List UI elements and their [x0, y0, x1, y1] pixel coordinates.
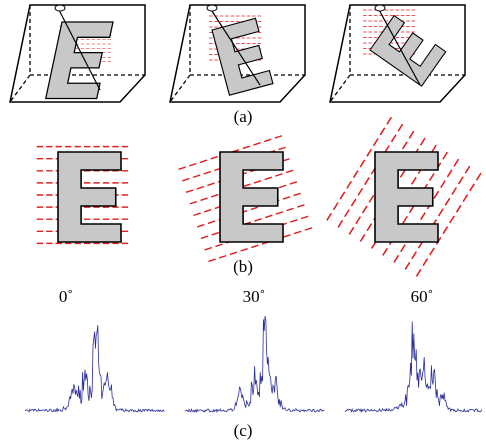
spectra: [25, 316, 482, 412]
spectrum-trace: [345, 322, 482, 413]
panel-label: (c): [234, 421, 253, 440]
setup-a-2: [170, 5, 305, 102]
spectrum-trace: [25, 325, 164, 412]
angle-label: 60˚: [411, 287, 434, 306]
panel-label: (b): [233, 257, 253, 276]
angle-label: 30˚: [243, 287, 266, 306]
setup-a-3: [330, 5, 465, 102]
e-60deg: [327, 114, 483, 277]
e-30deg: [179, 135, 316, 262]
setup-a-1: [10, 5, 145, 102]
e-0deg: [37, 147, 132, 244]
spectrum-trace: [185, 316, 324, 412]
figure: (a) (b) 0˚ 30˚ 60˚ (c): [0, 0, 486, 444]
angle-label: 0˚: [59, 287, 73, 306]
panel-label: (a): [234, 107, 253, 126]
